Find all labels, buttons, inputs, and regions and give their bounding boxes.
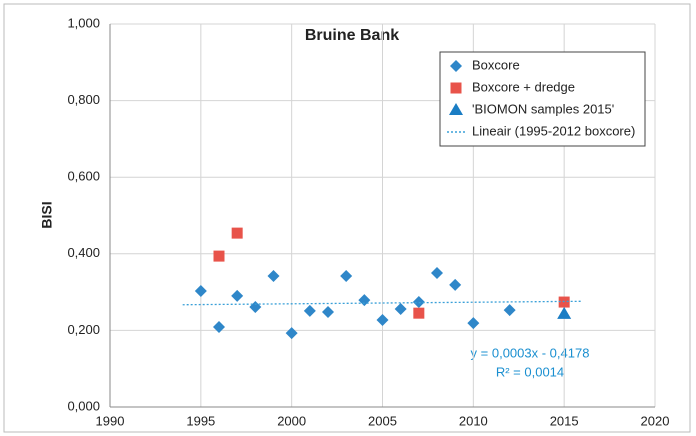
x-tick-label: 2000 [277, 413, 306, 428]
x-tick-label: 1990 [96, 413, 125, 428]
annotation: y = 0,0003x - 0,4178 [471, 345, 590, 360]
legend-label: Boxcore + dredge [472, 79, 575, 94]
legend-box [439, 51, 646, 147]
y-tick-label: 0,400 [67, 245, 100, 260]
y-axis-label: BISI [39, 201, 55, 228]
point [285, 327, 298, 340]
point [322, 306, 334, 319]
point [431, 266, 443, 279]
legend-label: 'BIOMON samples 2015' [472, 101, 614, 116]
legend-marker [450, 82, 462, 94]
legend-label: Boxcore [472, 57, 520, 72]
point [249, 301, 262, 314]
point [413, 307, 425, 319]
x-tick-label: 2020 [641, 413, 670, 428]
x-tick-label: 1995 [186, 413, 215, 428]
point [376, 314, 389, 327]
point [194, 284, 207, 297]
point [267, 270, 280, 283]
y-tick-label: 1,000 [67, 15, 100, 30]
point [467, 317, 480, 330]
x-tick-label: 2015 [550, 413, 579, 428]
chart-title: Bruine Bank [305, 27, 399, 44]
y-tick-label: 0,000 [67, 398, 100, 413]
x-tick-label: 2005 [368, 413, 397, 428]
y-tick-label: 0,800 [67, 92, 100, 107]
legend-label: Lineair (1995-2012 boxcore) [472, 123, 635, 138]
point [213, 250, 225, 262]
y-tick-label: 0,200 [67, 322, 100, 337]
point [557, 306, 572, 319]
point [394, 302, 407, 315]
x-tick-label: 2010 [459, 413, 488, 428]
annotation: R² = 0,0014 [496, 364, 564, 379]
legend-marker [450, 60, 462, 72]
point [503, 304, 516, 317]
chart-border [3, 3, 691, 433]
point [340, 270, 353, 283]
point [231, 227, 243, 239]
legend-marker [449, 103, 463, 115]
point [358, 294, 371, 307]
point [449, 278, 462, 291]
y-tick-label: 0,600 [67, 169, 100, 184]
point [303, 304, 316, 317]
point [213, 320, 225, 333]
point [231, 289, 244, 302]
trend-line [182, 300, 583, 306]
